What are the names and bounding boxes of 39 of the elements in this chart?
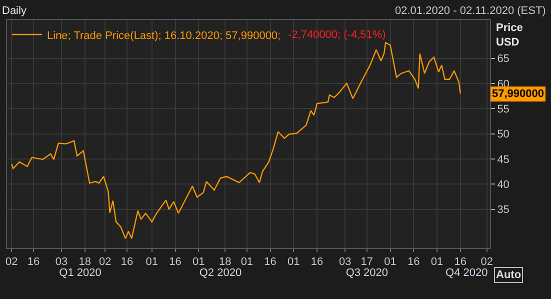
x-tick-label: 16 xyxy=(454,256,467,268)
y-tick-label: 40 xyxy=(497,178,510,191)
line-series xyxy=(11,42,461,240)
x-tick-label: 16 xyxy=(120,256,134,268)
x-tick-label: 02 xyxy=(99,256,112,268)
x2-tick-label: Q2 2020 xyxy=(199,267,242,279)
y-axis-title: Price USD xyxy=(496,22,523,48)
x-tick-label: 03 xyxy=(338,256,352,268)
y-tick-label: 45 xyxy=(497,154,510,166)
x-tick-label: 01 xyxy=(240,256,254,268)
x-tick-label: 16 xyxy=(169,256,182,268)
x2-tick-label: Q1 2020 xyxy=(59,267,102,279)
x-tick-label: 16 xyxy=(264,256,276,268)
x-tick-label: 16 xyxy=(310,256,324,268)
legend-label: Line; Trade Price(Last); 16.10.2020; 57,990000; xyxy=(47,30,281,42)
x-tick-label: 01 xyxy=(146,256,158,268)
x-tick-label: 16 xyxy=(27,256,40,268)
x-tick-label: 02 xyxy=(480,256,494,268)
annotation: 57,990000 xyxy=(492,88,544,100)
x-tick-label: 01 xyxy=(384,256,396,268)
x2-tick-label: Q3 2020 xyxy=(346,267,388,279)
x-tick-label: 17 xyxy=(360,256,374,268)
text: Auto xyxy=(496,269,522,281)
x-tick-label: 01 xyxy=(430,256,444,268)
x-tick-label: 03 xyxy=(55,256,68,268)
y-tick-label: 55 xyxy=(497,103,510,116)
x-tick-label: 01 xyxy=(192,256,205,268)
chart-subtitle: 02.01.2020 - 02.11.2020 (EST) xyxy=(395,5,546,17)
x2-tick-label: Q4 2020 xyxy=(446,267,488,279)
chart-title: Daily xyxy=(2,5,27,17)
y-tick-label: 50 xyxy=(497,128,510,141)
x-tick-label: 16 xyxy=(408,256,420,268)
x-tick-label: 18 xyxy=(78,256,92,268)
y-tick-label: 35 xyxy=(497,204,510,216)
y-tick-label: 65 xyxy=(497,53,510,66)
annotation: -2,740000; (-4,51%) xyxy=(288,29,386,41)
x-tick-label: 18 xyxy=(219,256,232,268)
x-tick-label: 02 xyxy=(6,256,18,268)
x-tick-label: 01 xyxy=(288,256,300,268)
